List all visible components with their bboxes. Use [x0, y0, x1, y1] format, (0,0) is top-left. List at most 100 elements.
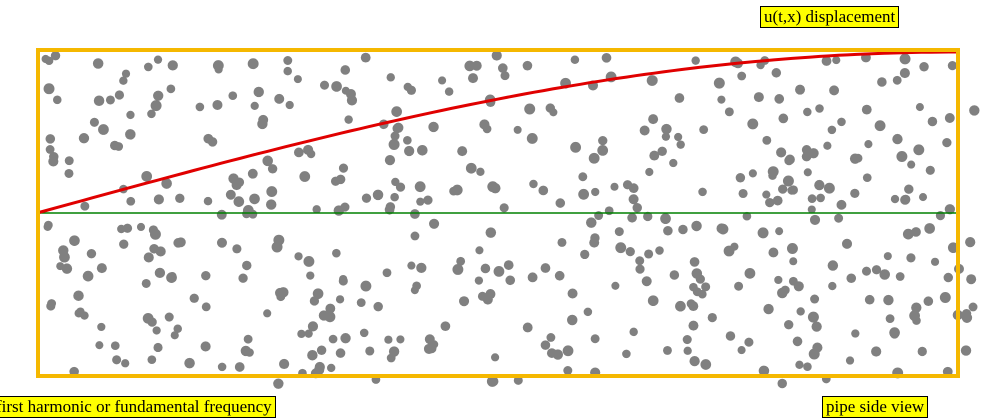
particle: [331, 177, 340, 186]
particle: [644, 249, 653, 258]
particle: [87, 249, 96, 258]
particle: [904, 184, 913, 193]
particle: [597, 145, 608, 156]
particle: [969, 105, 979, 115]
particle: [387, 354, 396, 363]
particle: [772, 68, 782, 78]
particle: [913, 144, 924, 155]
particle: [234, 196, 245, 207]
particle: [663, 346, 672, 355]
particle: [824, 183, 835, 194]
particle: [629, 328, 637, 336]
particle: [273, 235, 284, 246]
particle: [249, 194, 260, 205]
particle: [829, 85, 839, 95]
particle: [45, 56, 54, 65]
particle: [669, 159, 677, 167]
particle: [635, 256, 644, 265]
particle: [175, 194, 184, 203]
particle: [475, 276, 483, 284]
particle: [783, 176, 794, 187]
particle: [787, 243, 798, 254]
particle: [360, 281, 371, 292]
particle: [846, 273, 856, 283]
particle: [591, 188, 599, 196]
particle: [648, 114, 658, 124]
particle: [392, 124, 401, 133]
particle: [602, 53, 612, 63]
particle: [340, 65, 350, 75]
particle: [758, 227, 769, 238]
particle: [773, 196, 783, 206]
particle: [245, 348, 254, 357]
particle: [283, 67, 291, 75]
particle: [645, 168, 653, 176]
particle: [137, 223, 145, 231]
particle: [749, 169, 757, 177]
particle: [850, 189, 859, 198]
particle: [475, 246, 483, 254]
particle: [615, 242, 626, 253]
particle: [737, 72, 746, 81]
particle: [97, 263, 107, 273]
particle: [851, 329, 859, 337]
particle: [119, 240, 128, 249]
particle: [299, 171, 310, 182]
particle: [373, 302, 382, 311]
particle: [391, 106, 402, 117]
particle: [787, 186, 796, 195]
particle: [725, 107, 734, 116]
particle: [404, 146, 414, 156]
particle: [232, 244, 241, 253]
particle: [154, 194, 164, 204]
displacement-label: u(t,x) displacement: [760, 6, 899, 28]
particle: [411, 286, 419, 294]
particle: [457, 146, 467, 156]
particle: [924, 223, 935, 234]
particle: [423, 195, 432, 204]
particle: [167, 84, 176, 93]
particle: [837, 118, 846, 127]
particle: [891, 195, 899, 203]
particle: [208, 137, 217, 146]
particle: [339, 275, 347, 283]
particle: [726, 331, 735, 340]
particle: [244, 335, 253, 344]
particle: [483, 125, 492, 134]
particle: [872, 265, 881, 274]
particle: [675, 301, 686, 312]
particle: [815, 104, 824, 113]
particle: [738, 346, 746, 354]
particle: [97, 323, 105, 331]
particle: [390, 193, 399, 202]
particle: [80, 311, 88, 319]
particle: [642, 276, 652, 286]
particle: [611, 282, 619, 290]
particle: [153, 91, 163, 101]
particle: [466, 163, 477, 174]
particle: [156, 246, 166, 256]
particle: [117, 225, 125, 233]
particle: [797, 307, 805, 315]
particle: [862, 105, 872, 115]
particle: [622, 350, 631, 359]
particle: [218, 363, 227, 372]
particle: [854, 154, 863, 163]
particle: [578, 172, 587, 181]
particle: [327, 364, 335, 372]
particle: [919, 193, 927, 201]
particle: [832, 56, 840, 64]
particle: [591, 334, 600, 343]
particle: [304, 330, 312, 338]
particle: [945, 113, 955, 123]
particle: [828, 126, 837, 135]
particle: [336, 348, 346, 358]
particle: [794, 281, 804, 291]
particle: [589, 153, 600, 164]
particle: [500, 203, 509, 212]
particle: [886, 314, 895, 323]
particle: [734, 282, 743, 291]
particle: [586, 217, 597, 228]
particle: [416, 263, 426, 273]
particle: [94, 95, 105, 106]
